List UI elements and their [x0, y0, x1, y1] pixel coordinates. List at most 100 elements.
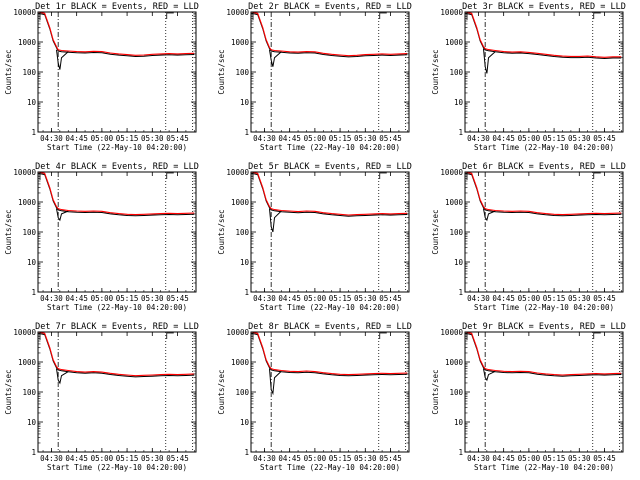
y-tick-label: 1 — [244, 288, 249, 297]
y-tick-label: 1 — [244, 448, 249, 457]
y-tick-label: 1000 — [18, 198, 37, 207]
y-tick-label: 10 — [240, 98, 250, 107]
plot-frame — [464, 171, 624, 293]
y-tick-label: 1 — [458, 288, 463, 297]
panel-title: Det 3r BLACK = Events, RED = LLD — [462, 2, 626, 12]
x-tick-label: 04:30 — [467, 454, 490, 463]
y-tick-label: 10000 — [440, 328, 463, 337]
detector-panel-4: Det 4r BLACK = Events, RED = LLD 04:30 04:… — [4, 162, 199, 312]
x-tick-label: 05:45 — [593, 134, 616, 143]
y-tick-label: 10 — [240, 258, 250, 267]
x-tick-label: 05:30 — [354, 294, 377, 303]
y-axis-label: Counts/sec — [4, 209, 13, 254]
plot-frame — [464, 331, 624, 453]
y-tick-label: 10000 — [13, 328, 36, 337]
x-axis-label: Start Time (22-May-10 04:20:00) — [47, 143, 187, 152]
y-tick-label: 10 — [454, 98, 464, 107]
x-tick-label: 05:15 — [116, 294, 139, 303]
x-tick-label: 05:00 — [518, 454, 541, 463]
panel-title: Det 8r BLACK = Events, RED = LLD — [248, 322, 412, 332]
lld-line — [465, 332, 622, 376]
y-tick-label: 10 — [27, 258, 37, 267]
x-tick-label: 05:45 — [166, 294, 189, 303]
plot-frame — [37, 171, 197, 293]
x-tick-label: 04:45 — [65, 134, 88, 143]
x-tick-label: 05:00 — [304, 134, 327, 143]
x-tick-label: 05:15 — [329, 134, 352, 143]
lld-line — [251, 12, 408, 57]
x-tick-label: 05:30 — [141, 454, 164, 463]
lld-line — [38, 12, 195, 56]
x-tick-label: 05:00 — [91, 294, 114, 303]
y-tick-label: 1000 — [445, 38, 464, 47]
x-tick-label: 05:00 — [304, 454, 327, 463]
y-axis-label: Counts/sec — [431, 209, 440, 254]
x-tick-label: 05:00 — [518, 294, 541, 303]
y-tick-label: 100 — [449, 228, 463, 237]
y-tick-label: 1000 — [231, 38, 250, 47]
x-tick-label: 04:30 — [40, 454, 63, 463]
events-dropout-line — [56, 368, 69, 385]
y-tick-label: 10 — [454, 258, 464, 267]
y-tick-label: 10 — [27, 418, 37, 427]
x-tick-label: 05:00 — [91, 134, 114, 143]
detector-panel-9: Det 9r BLACK = Events, RED = LLD 04:30 04:… — [431, 322, 626, 472]
x-axis-label: Start Time (22-May-10 04:20:00) — [260, 303, 400, 312]
x-tick-label: 04:30 — [253, 294, 276, 303]
panel-title: Det 5r BLACK = Events, RED = LLD — [248, 162, 412, 172]
panel-title: Det 9r BLACK = Events, RED = LLD — [462, 322, 626, 332]
lld-line — [251, 332, 408, 376]
x-tick-label: 05:30 — [568, 134, 591, 143]
detector-panel-7: Det 7r BLACK = Events, RED = LLD 04:30 04:… — [4, 322, 199, 472]
x-tick-label: 04:30 — [253, 454, 276, 463]
panel-title: Det 2r BLACK = Events, RED = LLD — [248, 2, 412, 12]
y-tick-label: 10 — [27, 98, 37, 107]
x-tick-label: 04:30 — [40, 134, 63, 143]
lld-line — [38, 172, 195, 216]
events-line — [465, 13, 622, 60]
events-dropout-line — [56, 49, 69, 70]
detector-panel-1: Det 1r BLACK = Events, RED = LLD 04:30 04:… — [4, 2, 199, 152]
events-dropout-line — [483, 368, 496, 382]
y-tick-label: 1000 — [18, 38, 37, 47]
events-dropout-line — [269, 368, 282, 396]
y-tick-label: 10000 — [13, 168, 36, 177]
detector-panel-8: Det 8r BLACK = Events, RED = LLD 04:30 04:… — [217, 322, 412, 472]
x-tick-label: 05:30 — [568, 294, 591, 303]
x-tick-label: 04:30 — [467, 134, 490, 143]
y-tick-label: 1000 — [445, 198, 464, 207]
x-tick-label: 05:30 — [568, 454, 591, 463]
x-tick-label: 05:45 — [593, 454, 616, 463]
y-tick-label: 10000 — [226, 168, 249, 177]
y-tick-label: 1000 — [231, 198, 250, 207]
events-line — [38, 333, 195, 378]
x-axis-label: Start Time (22-May-10 04:20:00) — [260, 463, 400, 472]
bracket-mark-right — [593, 12, 601, 19]
bracket-mark-right — [166, 332, 174, 339]
lld-line — [38, 332, 195, 377]
lld-line — [465, 172, 622, 216]
x-tick-label: 05:30 — [354, 134, 377, 143]
x-tick-label: 05:00 — [304, 294, 327, 303]
y-tick-label: 100 — [449, 68, 463, 77]
y-tick-label: 10000 — [440, 8, 463, 17]
events-dropout-line — [269, 208, 282, 233]
y-tick-label: 1000 — [231, 358, 250, 367]
x-axis-label: Start Time (22-May-10 04:20:00) — [474, 463, 614, 472]
panel-title: Det 1r BLACK = Events, RED = LLD — [35, 2, 199, 12]
x-tick-label: 05:15 — [543, 294, 566, 303]
y-tick-label: 100 — [22, 388, 36, 397]
y-tick-label: 100 — [235, 228, 249, 237]
x-tick-label: 05:15 — [329, 294, 352, 303]
plot-frame — [37, 331, 197, 453]
x-axis-label: Start Time (22-May-10 04:20:00) — [47, 463, 187, 472]
x-tick-label: 05:15 — [329, 454, 352, 463]
y-axis-label: Counts/sec — [217, 49, 226, 94]
x-tick-label: 04:30 — [253, 134, 276, 143]
x-tick-label: 05:00 — [91, 454, 114, 463]
x-tick-label: 05:15 — [543, 454, 566, 463]
y-tick-label: 1 — [31, 128, 36, 137]
y-axis-label: Counts/sec — [4, 49, 13, 94]
y-tick-label: 1000 — [445, 358, 464, 367]
bracket-mark-right — [379, 332, 387, 339]
